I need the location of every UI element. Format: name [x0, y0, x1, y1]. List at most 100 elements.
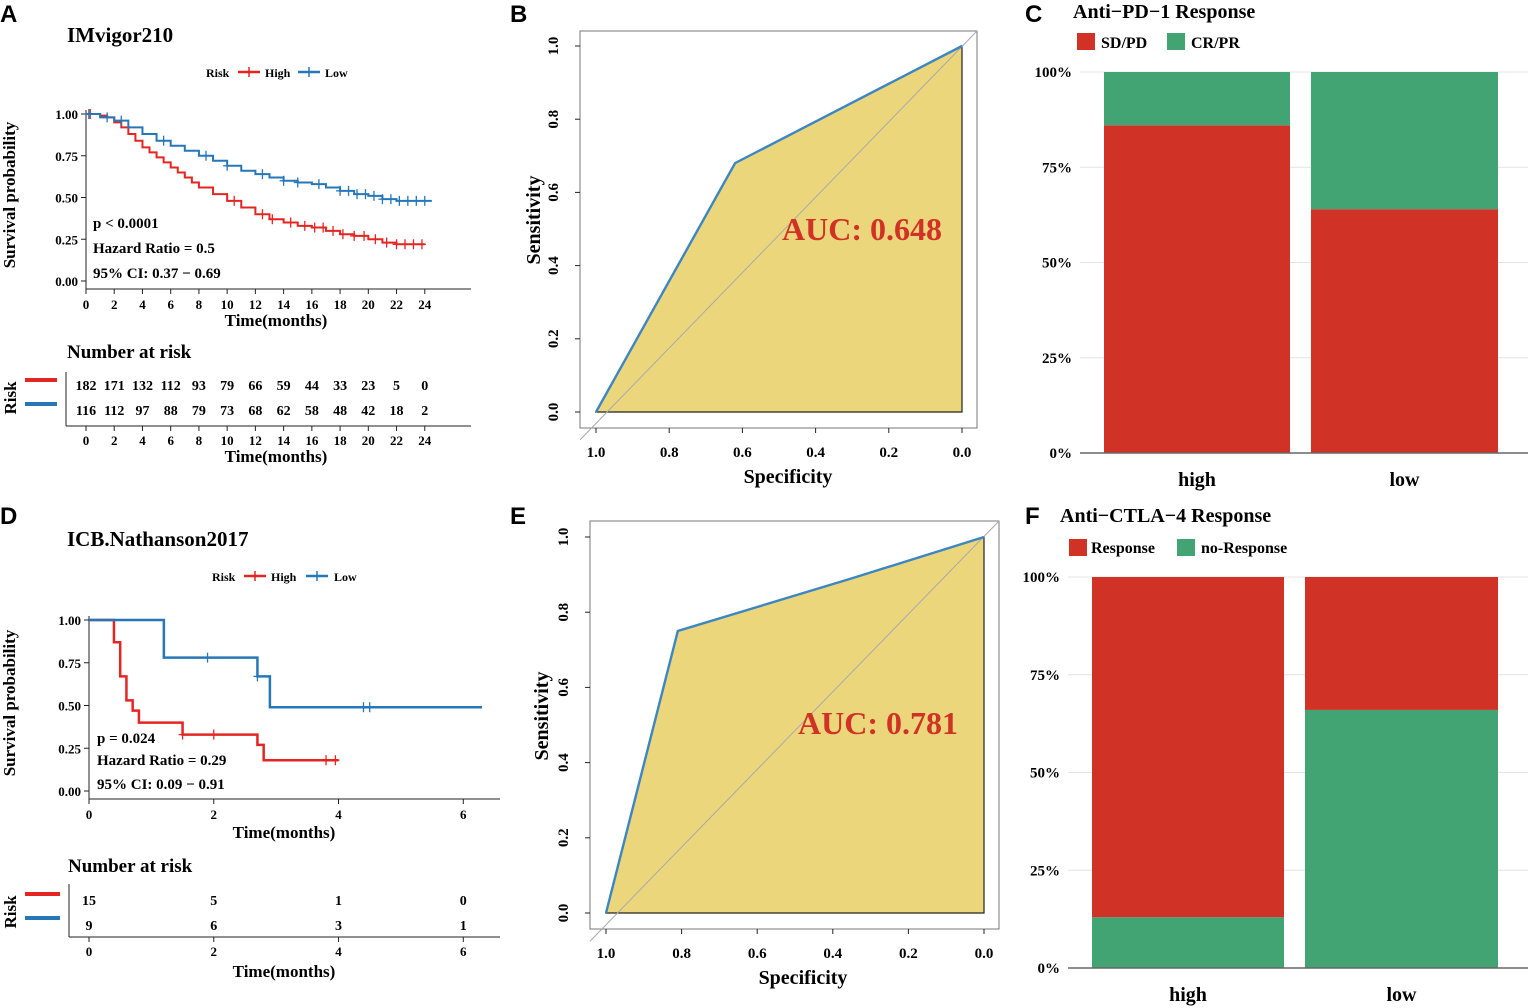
- risk-count-low: 1: [460, 919, 467, 934]
- x-tick-label: 20: [362, 297, 375, 312]
- y-tick-label: 75%: [1030, 668, 1060, 684]
- roc-plot: 0.0 0.2 0.4 0.6 0.8 1.0 1.0 0.8 0.6 0.4 0.2 0.0: [546, 30, 978, 461]
- y-axis-label: Sensitivity: [531, 672, 553, 761]
- category-label: high: [1169, 984, 1207, 1006]
- km-legend: Risk High Low: [212, 570, 357, 584]
- risk-count-low: 42: [361, 404, 375, 419]
- y-tick-label: 0.4: [546, 256, 562, 275]
- bar-title: Anti−CTLA−4 Response: [1060, 505, 1271, 527]
- x-tick-label: 1.0: [587, 445, 606, 461]
- y-tick-label: 0.00: [58, 784, 81, 799]
- y-tick-label: 75%: [1042, 160, 1072, 176]
- km-axes: 0.000.250.500.751.000 2 4 6 8 10 12 14 16 18 20 22 2…: [55, 107, 471, 312]
- y-tick-label: 0.50: [55, 191, 78, 206]
- km-curve-low: [86, 113, 432, 202]
- risk-count-low: 2: [421, 404, 428, 419]
- y-tick-label: 0.8: [546, 110, 562, 129]
- y-tick-label: 1.00: [55, 107, 78, 122]
- risk-count-high: 171: [104, 379, 125, 394]
- risk-x-tick-label: 10: [221, 433, 234, 448]
- bar-segment-response-high: [1092, 577, 1284, 918]
- x-tick-label: 0.6: [733, 445, 752, 461]
- x-tick-label: 4: [139, 297, 146, 312]
- km-panel-a: IMvigor210 Risk High Low 0.00 0.25 0.50 0.7…: [0, 23, 471, 466]
- risk-count-high: 23: [361, 379, 375, 394]
- confidence-interval: 95% CI: 0.09 − 0.91: [97, 777, 225, 793]
- km-axes: 0.00 0.25 0.50 0.75 1.00 0 2 4 6: [58, 613, 500, 822]
- y-tick-label: 50%: [1042, 256, 1072, 272]
- legend-red-swatch: [1069, 539, 1087, 556]
- roc-panel-e: 0.0 0.2 0.4 0.6 0.8 1.0 1.0 0.8 0.6 0.4 0.2 0.0 AUC…: [531, 520, 1000, 989]
- y-tick-label: 100%: [1035, 65, 1073, 81]
- risk-x-tick-label: 14: [277, 433, 291, 448]
- risk-count-low: 79: [192, 404, 206, 419]
- km-curves: [84, 109, 432, 250]
- risk-x-tick-label: 22: [390, 433, 403, 448]
- risk-x-tick-label: 24: [418, 433, 432, 448]
- risk-x-tick-label: 6: [460, 944, 467, 959]
- x-tick-label: 10: [221, 297, 234, 312]
- risk-x-tick-label: 20: [362, 433, 375, 448]
- risk-count-low: 112: [104, 404, 124, 419]
- bar-segment-sd/pd-low: [1311, 209, 1498, 453]
- bar-segment-response-low: [1305, 577, 1498, 710]
- y-tick-label: 0.0: [546, 403, 562, 422]
- x-tick-label: 0.4: [823, 946, 842, 962]
- x-tick-label: 14: [277, 297, 291, 312]
- risk-x-tick-label: 6: [167, 433, 174, 448]
- x-tick-label: 0: [83, 297, 90, 312]
- x-tick-label: 6: [167, 297, 174, 312]
- y-tick-label: 1.0: [556, 528, 572, 547]
- x-tick-label: 1.0: [597, 946, 616, 962]
- bar-plot: 0% 25% 50% 75% 100% high low: [1023, 570, 1528, 1006]
- legend-high-label: High: [265, 66, 291, 80]
- risk-x-axis-label: Time(months): [233, 962, 336, 981]
- bar-plot: 0% 25% 50% 75% 100% high low: [1035, 65, 1528, 491]
- y-tick-label: 0%: [1038, 961, 1061, 977]
- panel-letter-d: D: [0, 503, 17, 530]
- risk-count-low: 97: [135, 404, 149, 419]
- roc-plot: 0.0 0.2 0.4 0.6 0.8 1.0 1.0 0.8 0.6 0.4 0.2 0.0: [556, 520, 1000, 962]
- confidence-interval: 95% CI: 0.37 − 0.69: [93, 266, 221, 282]
- y-tick-label: 1.0: [546, 37, 562, 56]
- legend-green-label: CR/PR: [1191, 35, 1240, 52]
- y-tick-label: 0.2: [546, 329, 562, 348]
- bar-segment-no-response-high: [1092, 917, 1284, 968]
- y-tick-label: 0.0: [556, 904, 572, 923]
- x-tick-label: 2: [211, 807, 218, 822]
- legend-title: Risk: [212, 570, 236, 584]
- risk-x-tick-label: 16: [305, 433, 319, 448]
- legend-red-label: SD/PD: [1101, 35, 1147, 52]
- risk-count-high: 132: [132, 379, 153, 394]
- y-tick-label: 0.25: [58, 741, 81, 756]
- risk-count-low: 116: [76, 404, 96, 419]
- x-tick-label: 0.2: [879, 445, 898, 461]
- p-value: p = 0.024: [97, 731, 156, 747]
- legend-red-label: Response: [1091, 540, 1155, 557]
- risk-x-tick-label: 4: [335, 944, 342, 959]
- risk-count-high: 59: [277, 379, 291, 394]
- y-tick-label: 0.25: [55, 232, 78, 247]
- panel-letter-c: C: [1025, 1, 1042, 28]
- roc-panel-b: 0.0 0.2 0.4 0.6 0.8 1.0 1.0 0.8 0.6 0.4 0.2 0.0 AUC…: [523, 30, 978, 488]
- risk-x-tick-label: 4: [139, 433, 146, 448]
- risk-x-axis-label: Time(months): [225, 447, 328, 466]
- risk-count-low: 3: [335, 919, 342, 934]
- y-tick-label: 0.4: [556, 753, 572, 772]
- risk-x-tick-label: 12: [249, 433, 262, 448]
- roc-curve: [594, 44, 963, 413]
- risk-table: 15 9 0 5 6 2 1 3 4 0 1 6: [68, 884, 500, 959]
- y-tick-label: 0%: [1050, 446, 1073, 462]
- x-axis-label: Time(months): [225, 311, 328, 330]
- y-tick-label: 0.2: [556, 828, 572, 847]
- risk-count-high: 79: [220, 379, 234, 394]
- auc-label: AUC: 0.648: [782, 211, 942, 247]
- y-tick-label: 0.6: [556, 678, 572, 697]
- y-tick-label: 0.75: [58, 656, 81, 671]
- x-tick-label: 0.4: [806, 445, 825, 461]
- risk-count-high: 66: [248, 379, 262, 394]
- x-axis-label: Specificity: [744, 466, 833, 488]
- y-tick-label: 0.8: [556, 603, 572, 622]
- km-curve-low: [89, 618, 482, 709]
